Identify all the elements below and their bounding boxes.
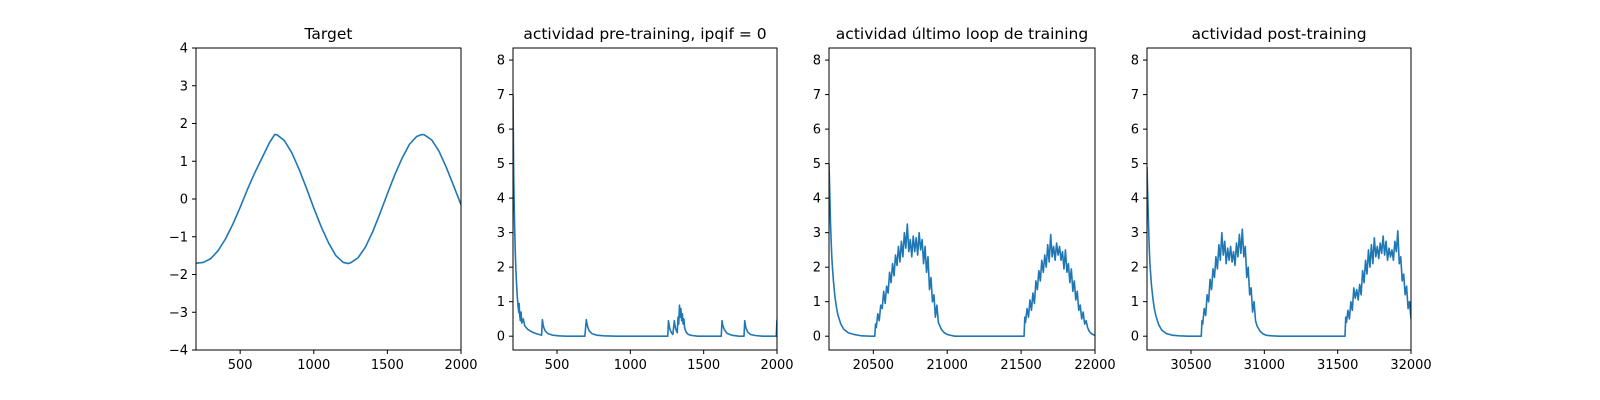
y-tick-label: 2 — [180, 117, 188, 132]
y-tick-label: 8 — [497, 54, 505, 69]
subplot-title: Target — [304, 25, 353, 43]
y-tick-label: 3 — [1131, 226, 1139, 241]
y-tick-label: 4 — [180, 42, 188, 57]
x-tick-label: 1000 — [614, 358, 647, 373]
y-tick-label: 1 — [813, 295, 821, 310]
subplot-2: 500 1000 1500 2000 0 1 2 3 4 5 6 7 8 actividad pre-tr… — [497, 25, 794, 373]
y-tick-label: −4 — [169, 344, 188, 359]
y-tick-label: 1 — [497, 295, 505, 310]
subplot-title: actividad pre-training, ipqif = 0 — [523, 25, 766, 43]
y-tick-label: −2 — [169, 268, 188, 283]
x-tick-label: 21500 — [1000, 358, 1041, 373]
y-tick-label: 0 — [497, 330, 505, 345]
y-tick-label: 7 — [1131, 88, 1139, 103]
y-tick-label: 8 — [813, 54, 821, 69]
y-tick-label: 7 — [813, 88, 821, 103]
x-tick-label: 20500 — [853, 358, 894, 373]
y-tick-label: 8 — [1131, 54, 1139, 69]
x-tick-label: 1500 — [371, 358, 404, 373]
y-tick-label: 0 — [1131, 330, 1139, 345]
x-tick-label: 31000 — [1244, 358, 1285, 373]
axes-frame — [1146, 47, 1412, 351]
x-tick-label: 21000 — [927, 358, 968, 373]
x-tick-label: 2000 — [760, 358, 793, 373]
y-tick-label: 4 — [1131, 192, 1139, 207]
series-line — [829, 163, 1095, 337]
y-tick-label: 6 — [813, 123, 821, 138]
y-tick-label: 5 — [813, 157, 821, 172]
x-tick-label: 22000 — [1074, 358, 1115, 373]
axes-frame — [828, 47, 1096, 351]
x-tick-label: 500 — [545, 358, 570, 373]
y-tick-label: 3 — [180, 79, 188, 94]
y-tick-label: 2 — [813, 261, 821, 276]
subplot-title: actividad último loop de training — [836, 25, 1088, 43]
y-tick-label: 1 — [180, 155, 188, 170]
y-tick-label: 3 — [813, 226, 821, 241]
series-line — [1147, 167, 1411, 337]
y-tick-label: −1 — [169, 230, 188, 245]
y-tick-label: 6 — [1131, 123, 1139, 138]
x-tick-label: 500 — [228, 358, 253, 373]
y-tick-label: 1 — [1131, 295, 1139, 310]
subplot-3: 20500 21000 21500 22000 0 1 2 3 4 5 6 7 8 actividad ú… — [813, 25, 1116, 373]
subplot-title: actividad post-training — [1191, 25, 1366, 43]
series-line — [196, 133, 461, 265]
y-tick-label: 2 — [497, 261, 505, 276]
x-tick-label: 31500 — [1317, 358, 1358, 373]
x-tick-label: 2000 — [444, 358, 477, 373]
axes-frame — [512, 47, 778, 351]
y-tick-label: 0 — [813, 330, 821, 345]
y-tick-label: −3 — [169, 306, 188, 321]
y-tick-label: 0 — [180, 193, 188, 208]
series-line — [513, 94, 777, 337]
x-tick-label: 30500 — [1170, 358, 1211, 373]
y-tick-label: 5 — [497, 157, 505, 172]
x-tick-label: 32000 — [1390, 358, 1431, 373]
subplot-4: 30500 31000 31500 32000 0 1 2 3 4 5 6 7 8 actividad p… — [1131, 25, 1432, 373]
y-tick-label: 4 — [497, 192, 505, 207]
y-tick-label: 3 — [497, 226, 505, 241]
y-tick-label: 5 — [1131, 157, 1139, 172]
x-tick-label: 1000 — [297, 358, 330, 373]
y-tick-label: 2 — [1131, 261, 1139, 276]
x-tick-label: 1500 — [687, 358, 720, 373]
y-tick-label: 7 — [497, 88, 505, 103]
subplot-1: 500 1000 1500 2000 −4 −3 −2 −1 0 1 2 3 4 Target — [169, 25, 478, 373]
y-tick-label: 6 — [497, 123, 505, 138]
y-tick-label: 4 — [813, 192, 821, 207]
